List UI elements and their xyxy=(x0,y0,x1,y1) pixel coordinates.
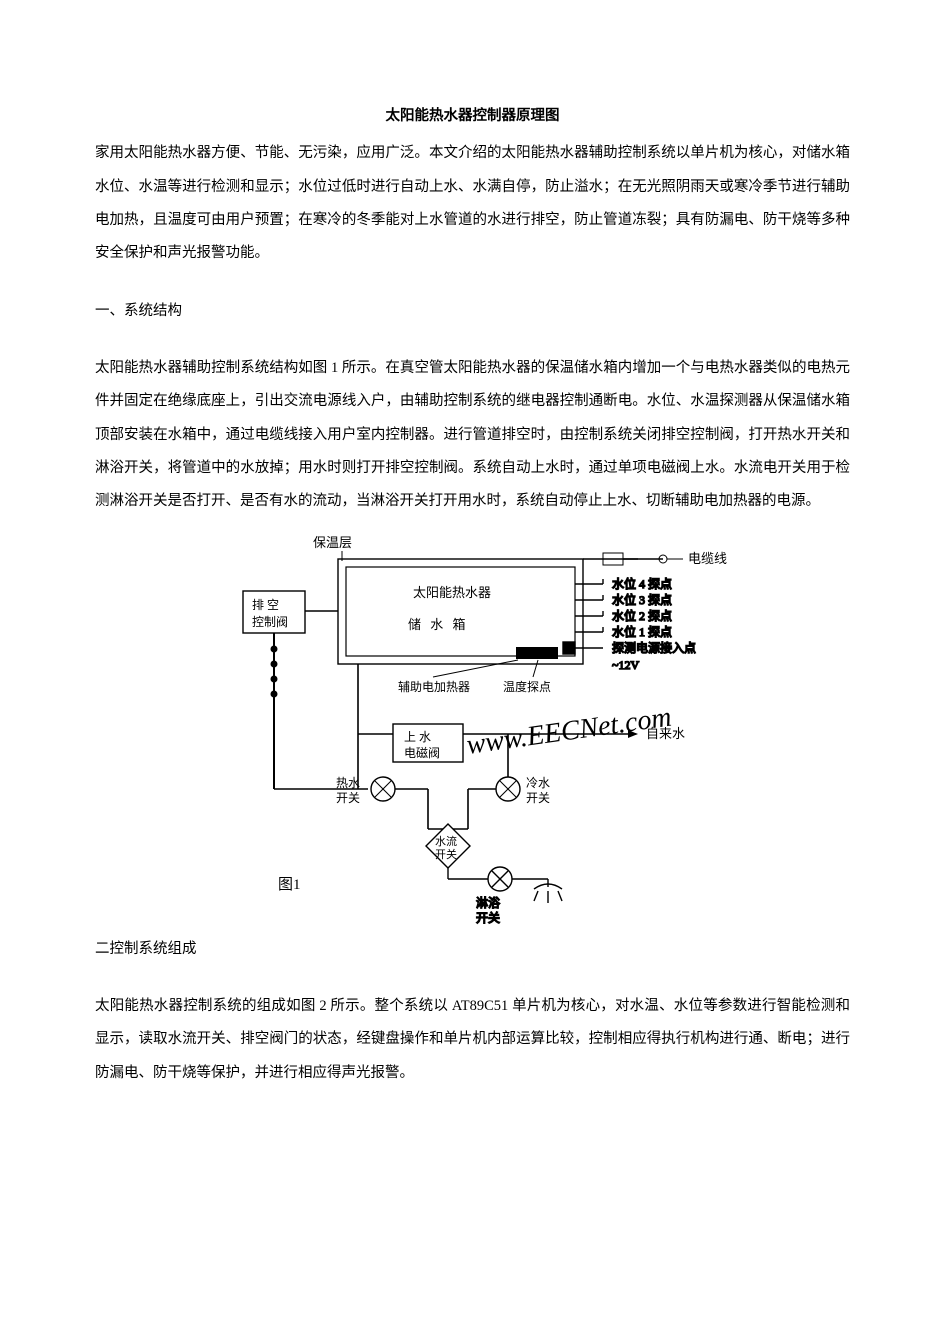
svg-text:水流: 水流 xyxy=(435,834,457,848)
svg-text:水位 1 探点: 水位 1 探点 xyxy=(612,624,672,639)
svg-text:水位 4 探点: 水位 4 探点 xyxy=(612,576,672,591)
drain-pipe xyxy=(271,633,276,789)
svg-text:开关: 开关 xyxy=(336,791,360,805)
flow-switch: 水流 开关 xyxy=(426,824,470,868)
watermark-text: www.EECNet.com xyxy=(464,701,673,760)
hot-water-switch: 热水 开关 xyxy=(274,734,395,805)
svg-text:温度探点: 温度探点 xyxy=(503,679,551,694)
tank-box: 太阳能热水器 储 水 箱 xyxy=(338,559,583,664)
svg-text:上 水: 上 水 xyxy=(404,730,431,744)
svg-text:开关: 开关 xyxy=(476,911,500,925)
svg-text:热水: 热水 xyxy=(336,776,360,790)
svg-text:探测电源接入点: 探测电源接入点 xyxy=(612,640,696,655)
svg-text:水位 2 探点: 水位 2 探点 xyxy=(612,608,672,623)
section1-body: 太阳能热水器辅助控制系统结构如图 1 所示。在真空管太阳能热水器的保温储水箱内增… xyxy=(95,352,850,519)
svg-text:自来水: 自来水 xyxy=(646,726,685,741)
heater-temp-labels: 辅助电加热器 温度探点 xyxy=(398,660,551,694)
svg-text:开关: 开关 xyxy=(526,791,550,805)
shower-head-icon xyxy=(512,879,562,903)
svg-text:保温层: 保温层 xyxy=(313,535,352,550)
insulation-label: 保温层 xyxy=(313,535,352,561)
svg-text:太阳能热水器: 太阳能热水器 xyxy=(413,585,491,600)
svg-text:储 水 箱: 储 水 箱 xyxy=(408,617,469,632)
svg-text:控制阀: 控制阀 xyxy=(252,615,288,629)
figure-label: 图1 xyxy=(278,876,301,893)
svg-text:~12V: ~12V xyxy=(612,658,639,672)
svg-text:开关: 开关 xyxy=(435,847,457,861)
cable-line: 电缆线 xyxy=(583,551,727,566)
section2-heading: 二控制系统组成 xyxy=(95,933,850,966)
svg-text:水位 3 探点: 水位 3 探点 xyxy=(612,592,672,607)
svg-text:电磁阀: 电磁阀 xyxy=(404,745,440,760)
drain-valve-box: 排 空 控制阀 xyxy=(243,591,338,633)
shower-switch: 淋浴 开关 xyxy=(448,867,512,925)
page-title: 太阳能热水器控制器原理图 xyxy=(95,100,850,133)
svg-text:辅助电加热器: 辅助电加热器 xyxy=(398,680,470,694)
svg-text:电缆线: 电缆线 xyxy=(688,551,727,566)
section2-body: 太阳能热水器控制系统的组成如图 2 所示。整个系统以 AT89C51 单片机为核… xyxy=(95,990,850,1090)
svg-text:淋浴: 淋浴 xyxy=(476,896,500,910)
section1-heading: 一、系统结构 xyxy=(95,295,850,328)
mid-pipes xyxy=(395,789,496,829)
svg-text:排 空: 排 空 xyxy=(252,598,279,612)
figure-1-diagram: www.EECNet.com 太阳能热水器 储 水 箱 保温层 电缆线 xyxy=(208,529,738,929)
intro-paragraph: 家用太阳能热水器方便、节能、无污染，应用广泛。本文介绍的太阳能热水器辅助控制系统… xyxy=(95,137,850,270)
svg-text:冷水: 冷水 xyxy=(526,776,550,790)
